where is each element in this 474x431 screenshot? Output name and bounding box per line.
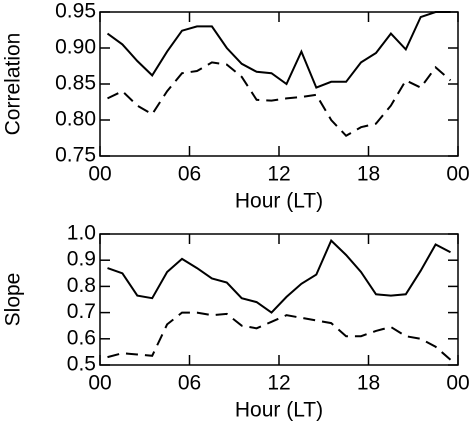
x-axis-label: Hour (LT): [235, 399, 323, 422]
x-tick-label: 12: [267, 372, 290, 395]
data-line: [107, 238, 451, 314]
y-tick-label: 1.0: [67, 222, 96, 245]
y-axis-label: Slope: [2, 273, 25, 327]
x-tick-label: 00: [446, 372, 469, 395]
x-tick-label: 00: [88, 163, 111, 186]
y-tick-label: 0.8: [67, 274, 96, 297]
y-tick-label: 0.95: [55, 0, 96, 23]
plot-frame: [99, 233, 459, 366]
y-tick-label: 0.7: [67, 300, 96, 323]
x-tick-label: 12: [267, 163, 290, 186]
y-tick-label: 0.5: [67, 353, 96, 376]
x-axis-label: Hour (LT): [235, 190, 323, 213]
data-line: [107, 311, 452, 361]
x-tick-label: 00: [446, 163, 469, 186]
x-tick-label: 00: [88, 372, 111, 395]
data-line: [106, 11, 451, 89]
x-tick-label: 18: [357, 372, 380, 395]
y-tick-label: 0.75: [55, 144, 96, 167]
y-axis-label: Correlation: [2, 33, 25, 136]
y-tick-label: 0.80: [55, 108, 96, 131]
y-tick-label: 0.6: [67, 326, 96, 349]
y-tick-label: 0.90: [55, 36, 96, 59]
x-tick-label: 18: [357, 163, 380, 186]
data-line: [107, 61, 452, 138]
x-tick-label: 06: [178, 372, 201, 395]
x-tick-label: 06: [178, 163, 201, 186]
y-tick-label: 0.85: [55, 72, 96, 95]
y-tick-label: 0.9: [67, 248, 96, 271]
